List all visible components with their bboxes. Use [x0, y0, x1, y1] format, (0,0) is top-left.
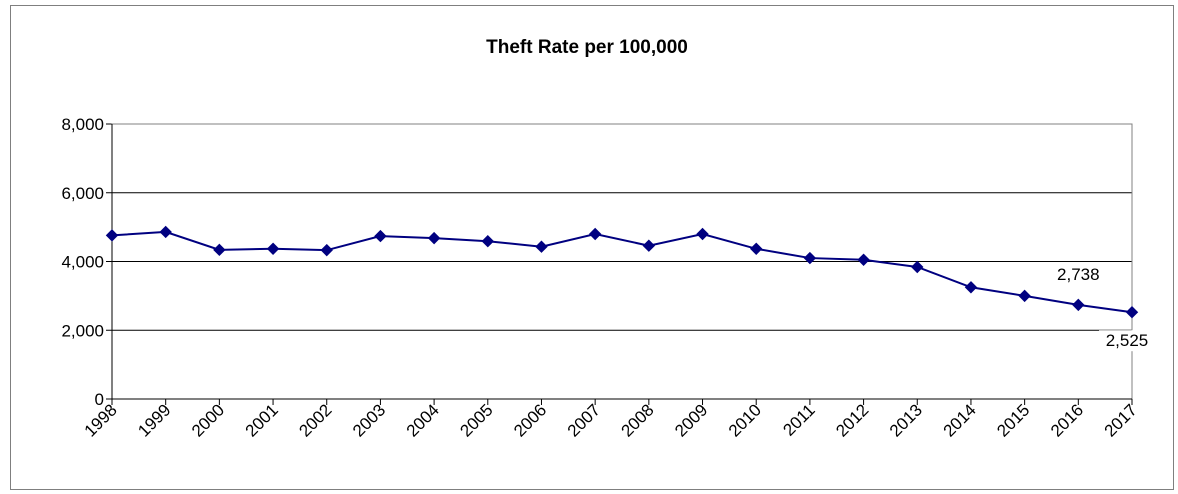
x-tick-label: 2008: [617, 400, 657, 440]
data-point: [266, 242, 280, 255]
y-tick-label: 4,000: [61, 253, 104, 272]
data-point: [213, 243, 226, 257]
x-tick-label: 2006: [510, 400, 550, 440]
data-label-bg: [1050, 263, 1107, 285]
data-point: [481, 235, 494, 248]
series-line: [111, 230, 1133, 314]
x-tick-label: 2007: [564, 400, 604, 440]
x-tick-label: 1998: [81, 400, 121, 440]
axes: [106, 123, 1133, 405]
data-label: 2,738: [1057, 265, 1100, 284]
x-tick-label: 2013: [886, 400, 926, 440]
chart-frame: [10, 5, 1174, 490]
y-tick-label: 8,000: [61, 115, 104, 134]
x-tick-label: 2009: [671, 400, 711, 440]
series-group: [105, 225, 1139, 319]
data-point: [588, 227, 602, 241]
x-tick-label: 2005: [456, 400, 496, 440]
data-point: [750, 242, 763, 255]
data-point: [320, 243, 333, 257]
data-point: [105, 229, 119, 242]
x-tick-label: 2002: [295, 400, 335, 440]
chart-title: Theft Rate per 100,000: [486, 37, 688, 58]
x-tick-labels: 1998 1999 2000 2001 2002 2003 2004 2005 2006 2007…: [81, 400, 1141, 440]
data-label: 2,525: [1106, 331, 1149, 350]
x-tick-label: 2001: [242, 400, 282, 440]
x-tick-label: 2010: [725, 400, 765, 440]
data-point: [642, 239, 656, 252]
x-tick-label: 2016: [1047, 400, 1087, 440]
data-point: [964, 281, 978, 294]
data-point: [911, 260, 924, 274]
y-tick-label: 2,000: [61, 321, 104, 340]
x-tick-label: 2014: [940, 400, 980, 440]
x-tick-label: 2003: [349, 400, 389, 440]
gridlines: [112, 123, 1132, 331]
x-tick-label: 2012: [832, 400, 872, 440]
data-point: [427, 231, 441, 245]
data-point: [696, 227, 709, 241]
data-point: [803, 251, 817, 265]
data-point: [1125, 305, 1139, 319]
x-tick-label: 2017: [1101, 400, 1141, 440]
y-tick-label: 6,000: [61, 184, 104, 203]
data-point: [374, 229, 387, 243]
data-point: [1072, 298, 1085, 312]
data-point: [857, 253, 870, 266]
data-labels: 2,738 2,525: [1050, 263, 1155, 352]
y-tick-label: 0: [95, 390, 104, 409]
data-point: [1018, 289, 1031, 303]
x-tick-label: 2000: [188, 400, 228, 440]
x-tick-label: 1999: [134, 400, 174, 440]
data-point: [535, 240, 548, 253]
y-tick-labels: 0 2,000 4,000 6,000 8,000: [61, 115, 104, 409]
data-point: [159, 225, 172, 239]
data-label-bg: [1099, 330, 1155, 352]
x-tick-label: 2011: [779, 400, 818, 439]
x-tick-label: 2015: [993, 400, 1033, 440]
x-tick-label: 2004: [403, 400, 443, 440]
